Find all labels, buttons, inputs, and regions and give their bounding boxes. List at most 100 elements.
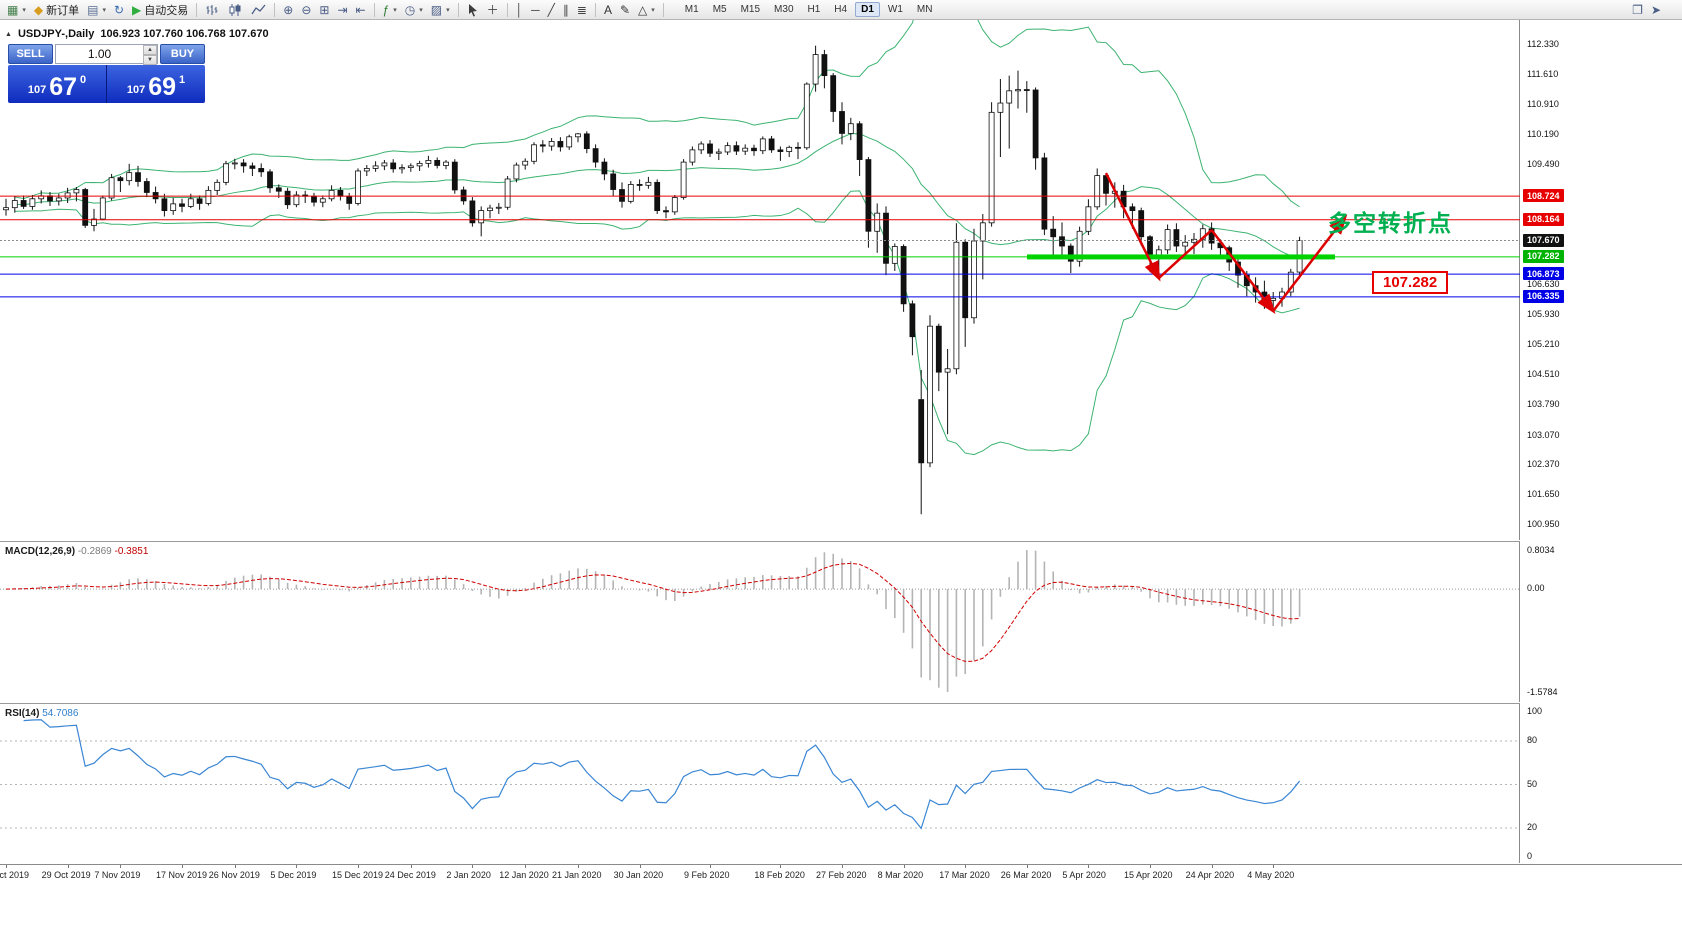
cursor-button[interactable]	[463, 1, 483, 19]
price-axis-label: 110.190	[1527, 129, 1559, 140]
pointer-menu-button[interactable]: ➤	[1647, 1, 1665, 19]
zoom-in-button[interactable]: ⊕	[279, 1, 297, 19]
refresh-button[interactable]: ↻	[110, 1, 128, 19]
sell-price-base: 107	[27, 84, 47, 96]
timeframe-m30-button[interactable]: M30	[774, 4, 794, 15]
indicators-icon: ƒ	[382, 2, 390, 17]
indicators-button[interactable]: ƒ ▾	[379, 1, 401, 19]
profiles-dropdown-icon[interactable]: ▾	[102, 6, 106, 14]
buy-price-button[interactable]: 107 69 1	[107, 65, 205, 103]
macd-signal-value: -0.3851	[114, 546, 149, 557]
time-axis-tick	[1273, 865, 1275, 868]
date-label: 18 Feb 2020	[754, 870, 805, 880]
bars-chart-button[interactable]	[201, 1, 224, 19]
time-axis-tick	[1150, 865, 1151, 868]
rsi-name: RSI(14)	[5, 708, 40, 719]
shapes-dropdown-icon[interactable]: ▾	[651, 6, 655, 14]
auto-scroll-button[interactable]: ⇥	[333, 1, 351, 19]
zoom-out-icon: ⊖	[301, 2, 312, 17]
time-axis-tick	[120, 865, 122, 868]
timeframe-m15-button[interactable]: M15	[740, 4, 761, 15]
zoom-out-button[interactable]: ⊖	[297, 1, 315, 19]
timeframe-w1-button[interactable]: W1	[887, 4, 903, 15]
rsi-canvas[interactable]	[0, 704, 1520, 863]
tile-windows-button[interactable]: ⊞	[315, 1, 333, 19]
text-icon: A	[603, 2, 612, 17]
time-axis-tick	[525, 865, 527, 868]
profiles-button[interactable]: ▤ ▾	[83, 1, 110, 19]
indicators-dropdown-icon[interactable]: ▾	[393, 6, 397, 14]
rsi-scale-label: 50	[1527, 778, 1538, 789]
toolbar-separator	[457, 2, 459, 17]
timeframe-d1-button[interactable]: D1	[855, 2, 880, 17]
price-chart-canvas[interactable]	[0, 20, 1520, 540]
macd-title: MACD(12,26,9) -0.2869 -0.3851	[5, 546, 148, 557]
price-line-label: 107.670	[1523, 233, 1564, 247]
timeframe-m5-button[interactable]: M5	[712, 4, 727, 15]
fibonacci-button[interactable]: ≣	[573, 1, 591, 19]
templates-dropdown-icon[interactable]: ▾	[446, 6, 450, 14]
rsi-panel: RSI(14) 54.7086	[0, 703, 1520, 863]
macd-main-value: -0.2869	[77, 546, 112, 557]
auto-trading-button[interactable]: ▶ 自动交易	[128, 1, 192, 19]
shapes-button[interactable]: △ ▾	[634, 1, 659, 19]
line-chart-icon	[251, 3, 266, 17]
candles-chart-button[interactable]	[224, 1, 247, 19]
macd-canvas[interactable]	[0, 542, 1520, 702]
new-chart-button[interactable]: ▦ ▾	[3, 1, 30, 19]
chart-annotation-text[interactable]: 多空转折点	[1328, 210, 1453, 236]
symbol-marker-icon: ▲	[5, 30, 12, 38]
periods-dropdown-icon[interactable]: ▾	[419, 6, 423, 14]
date-label: 17 Nov 2019	[156, 870, 208, 880]
volume-field[interactable]: 1.00 ▲ ▼	[55, 44, 158, 65]
periods-button[interactable]: ◷ ▾	[401, 1, 427, 19]
time-axis-tick	[182, 865, 183, 868]
text-label-button[interactable]: ✎	[616, 1, 634, 19]
chart-window-icon: ❐	[1632, 2, 1643, 17]
templates-button[interactable]: ▨ ▾	[427, 1, 454, 19]
timeframe-mn-button[interactable]: MN	[916, 4, 933, 15]
chart-window-button[interactable]: ❐	[1628, 1, 1647, 19]
buy-button[interactable]: BUY	[160, 44, 205, 64]
volume-down-button[interactable]: ▼	[143, 55, 157, 65]
time-axis-tick	[410, 865, 412, 868]
rsi-scale-label: 100	[1527, 706, 1543, 716]
equidistant-channel-button[interactable]: ∥	[559, 1, 573, 19]
horizontal-line-button[interactable]: ─	[527, 1, 544, 19]
crosshair-button[interactable]: ＋	[483, 1, 503, 19]
trendline-button[interactable]: ╱	[544, 1, 559, 19]
macd-panel: MACD(12,26,9) -0.2869 -0.3851	[0, 541, 1520, 702]
timeframe-h4-button[interactable]: H4	[834, 4, 848, 15]
fibonacci-icon: ≣	[576, 2, 587, 17]
timeframe-h1-button[interactable]: H1	[807, 4, 821, 15]
rsi-scale-label: 20	[1527, 822, 1538, 832]
price-axis-label: 103.070	[1527, 429, 1560, 440]
timeframe-m1-button[interactable]: M1	[684, 4, 699, 15]
new-order-button[interactable]: ◆ 新订单	[30, 1, 83, 19]
sell-button[interactable]: SELL	[8, 44, 53, 64]
time-axis-tick	[234, 865, 236, 868]
line-chart-button[interactable]	[247, 1, 270, 19]
time-axis-tick	[296, 865, 298, 868]
vertical-line-button[interactable]: │	[512, 1, 528, 19]
toolbar-separator	[196, 2, 198, 17]
templates-icon: ▨	[430, 2, 443, 17]
new-chart-dropdown-icon[interactable]: ▾	[22, 6, 26, 14]
chart-shift-button[interactable]: ⇤	[352, 1, 370, 19]
volume-up-button[interactable]: ▲	[143, 45, 157, 55]
date-label: 20 Oct 2019	[0, 870, 30, 880]
price-callout-label[interactable]: 107.282	[1372, 271, 1449, 294]
date-label: 5 Dec 2019	[270, 870, 317, 880]
auto-trading-label: 自动交易	[144, 4, 189, 17]
volume-value[interactable]: 1.00	[87, 47, 112, 61]
trade-widget-price-row: 107 67 0 107 69 1	[8, 65, 205, 103]
time-axis-tick	[358, 865, 359, 868]
sell-price-button[interactable]: 107 67 0	[8, 65, 107, 103]
sell-price-pips: 67	[49, 73, 78, 101]
trendline-icon: ╱	[547, 2, 555, 17]
date-label: 26 Mar 2020	[1000, 870, 1052, 880]
text-button[interactable]: A	[600, 1, 616, 19]
horizontal-line-icon: ─	[531, 2, 540, 17]
chart-title: ▲ USDJPY-,Daily 106.923 107.760 106.768 …	[5, 28, 269, 40]
new-order-icon: ◆	[33, 2, 44, 17]
